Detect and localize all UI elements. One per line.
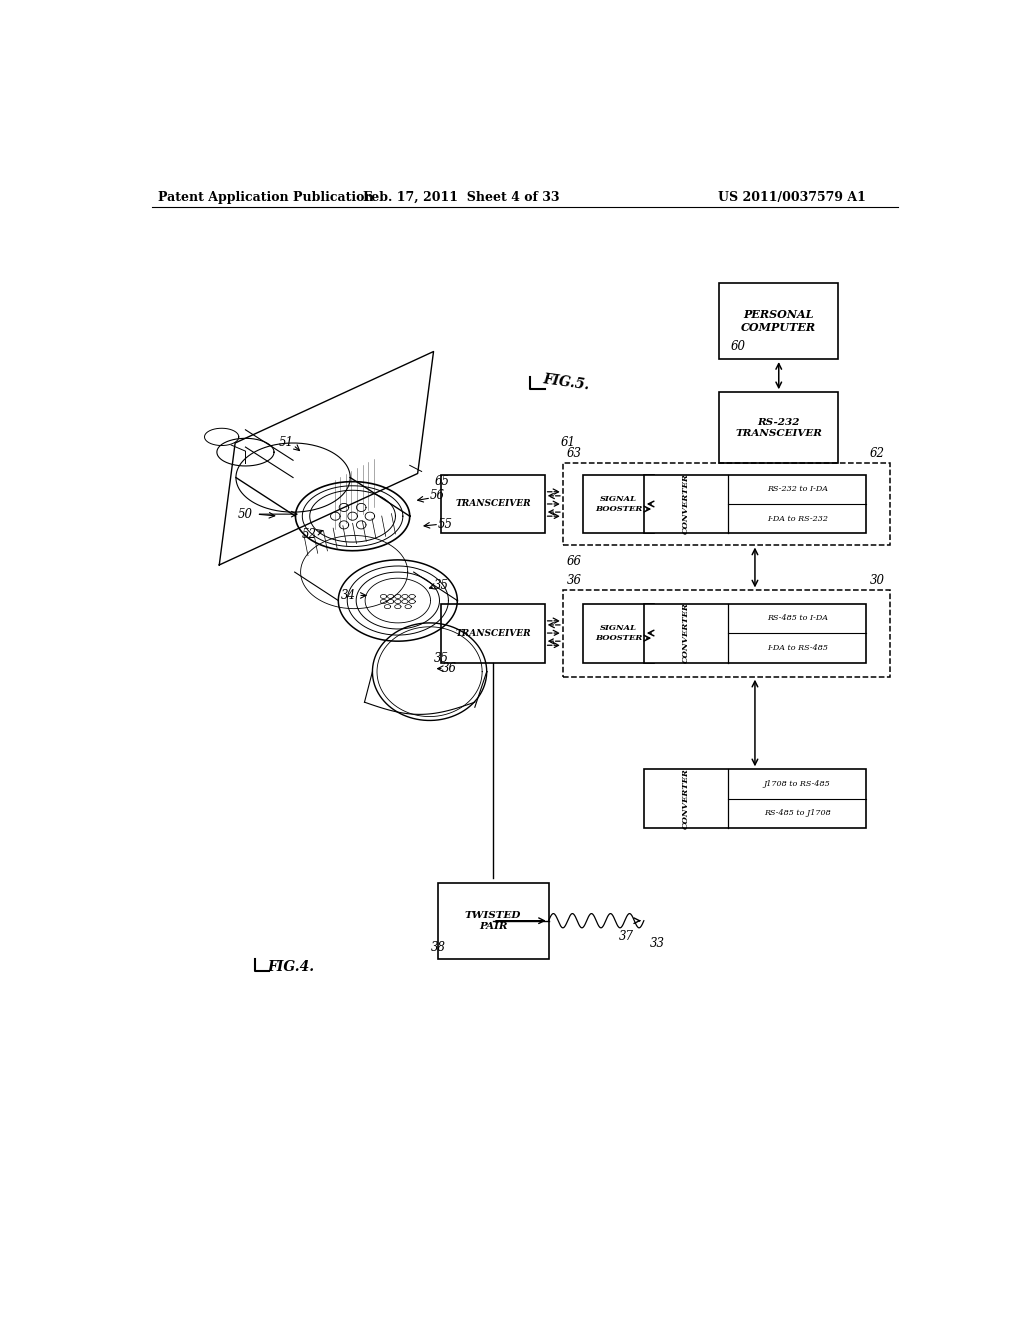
FancyBboxPatch shape <box>719 282 839 359</box>
Text: RS-232
TRANSCEIVER: RS-232 TRANSCEIVER <box>735 417 822 438</box>
FancyBboxPatch shape <box>441 603 545 663</box>
Text: SIGNAL
BOOSTER: SIGNAL BOOSTER <box>595 495 642 513</box>
FancyBboxPatch shape <box>644 474 866 533</box>
FancyBboxPatch shape <box>719 392 839 463</box>
Text: 55: 55 <box>438 517 453 531</box>
Text: 36: 36 <box>567 574 582 587</box>
Text: TRANSCEIVER: TRANSCEIVER <box>456 499 530 508</box>
Text: TWISTED
PAIR: TWISTED PAIR <box>465 911 521 931</box>
Text: FIG.5.: FIG.5. <box>543 372 591 392</box>
FancyBboxPatch shape <box>441 474 545 533</box>
FancyBboxPatch shape <box>437 883 549 958</box>
Text: US 2011/0037579 A1: US 2011/0037579 A1 <box>718 190 866 203</box>
Text: 35: 35 <box>434 578 449 591</box>
Text: 34: 34 <box>341 589 356 602</box>
Text: 35: 35 <box>434 652 450 665</box>
FancyBboxPatch shape <box>644 603 866 663</box>
Text: 36: 36 <box>442 663 457 675</box>
Text: 65: 65 <box>434 475 450 488</box>
Text: SIGNAL
BOOSTER: SIGNAL BOOSTER <box>595 624 642 642</box>
Text: CONVERTER: CONVERTER <box>682 603 690 664</box>
Text: RS-232 to I-DA: RS-232 to I-DA <box>767 486 827 494</box>
Text: RS-485 to I-DA: RS-485 to I-DA <box>767 614 827 622</box>
Text: 37: 37 <box>618 931 634 944</box>
Text: J1708 to RS-485: J1708 to RS-485 <box>764 780 830 788</box>
Text: 61: 61 <box>560 437 575 450</box>
FancyBboxPatch shape <box>583 603 654 663</box>
Text: CONVERTER: CONVERTER <box>682 768 690 829</box>
Text: 50: 50 <box>238 508 253 520</box>
Text: 63: 63 <box>567 447 582 461</box>
Text: 62: 62 <box>870 447 885 461</box>
Text: 33: 33 <box>650 937 666 949</box>
Text: PERSONAL
COMPUTER: PERSONAL COMPUTER <box>741 309 816 334</box>
Text: 60: 60 <box>731 341 746 352</box>
Text: Patent Application Publication: Patent Application Publication <box>158 190 374 203</box>
Text: RS-485 to J1708: RS-485 to J1708 <box>764 809 830 817</box>
Text: 30: 30 <box>870 574 885 587</box>
Text: 51: 51 <box>280 437 294 450</box>
Text: I-DA to RS-232: I-DA to RS-232 <box>767 515 827 523</box>
FancyBboxPatch shape <box>583 474 654 533</box>
Text: 66: 66 <box>567 554 582 568</box>
Text: TRANSCEIVER: TRANSCEIVER <box>456 628 530 638</box>
Text: FIG.4.: FIG.4. <box>267 960 314 974</box>
Text: 38: 38 <box>431 941 446 953</box>
FancyBboxPatch shape <box>644 770 866 828</box>
Text: 56: 56 <box>430 490 445 503</box>
Text: 52: 52 <box>301 528 316 541</box>
Text: I-DA to RS-485: I-DA to RS-485 <box>767 644 827 652</box>
Text: CONVERTER: CONVERTER <box>682 474 690 535</box>
Text: Feb. 17, 2011  Sheet 4 of 33: Feb. 17, 2011 Sheet 4 of 33 <box>364 190 559 203</box>
